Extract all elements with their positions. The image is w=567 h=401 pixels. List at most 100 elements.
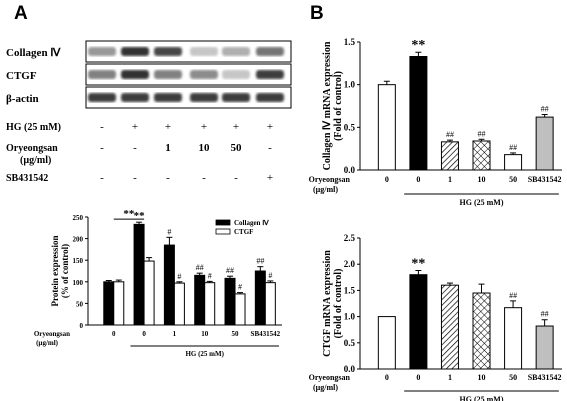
significance-mark: ## — [509, 143, 517, 152]
x-tick-label: 0 — [142, 330, 146, 338]
condition-value: + — [165, 121, 171, 133]
bar — [504, 307, 523, 370]
x-tick-label: SB431542 — [528, 175, 562, 184]
y-tick-label: 150 — [73, 257, 84, 265]
legend-swatch — [215, 219, 231, 226]
x-row-label: Oryeongsan — [34, 330, 70, 338]
blot-band — [121, 93, 149, 102]
x-tick-label: 1 — [448, 175, 452, 184]
x-tick-label: 10 — [201, 330, 209, 338]
significance-mark: ## — [256, 257, 264, 266]
condition-value: 50 — [231, 142, 243, 154]
y-tick-label: 1.5 — [344, 285, 356, 295]
x-tick-label: 50 — [232, 330, 240, 338]
y-tick-label: 0.5 — [344, 122, 356, 132]
x-tick-label: 10 — [478, 175, 486, 184]
significance-mark: ** — [411, 38, 425, 53]
significance-mark: # — [268, 271, 272, 280]
bar — [409, 56, 428, 171]
y-tick-label: 1.0 — [344, 80, 356, 90]
bar — [254, 270, 266, 326]
blot-band — [190, 93, 218, 102]
condition-value: - — [202, 172, 206, 184]
y-axis-label-unit: (Fold of control) — [333, 269, 344, 339]
blot-band — [88, 70, 116, 79]
significance-mark: ## — [446, 130, 454, 139]
group-label: HG (25 mM) — [185, 350, 224, 358]
significance-mark: # — [238, 283, 242, 292]
condition-value: 10 — [199, 142, 211, 154]
condition-value: - — [166, 172, 170, 184]
condition-value: - — [100, 142, 104, 154]
x-tick-label: 0 — [385, 175, 389, 184]
y-tick-label: 2.0 — [344, 259, 356, 269]
significance-mark: ## — [478, 129, 486, 138]
blot-band — [154, 93, 182, 102]
blot-frame — [85, 40, 292, 63]
y-tick-label: 2.5 — [344, 233, 356, 243]
condition-value: 1 — [165, 142, 171, 154]
blot-band — [256, 70, 284, 79]
y-tick-label: 250 — [73, 214, 84, 222]
blot-band — [190, 70, 218, 79]
blot-band — [154, 47, 182, 56]
condition-value: + — [132, 121, 138, 133]
y-axis-label-unit: (Fold of control) — [333, 71, 344, 141]
condition-value: - — [234, 172, 238, 184]
bar — [377, 84, 396, 171]
bar — [194, 274, 206, 326]
y-tick-label: 200 — [73, 236, 84, 244]
y-axis-label: Protein expression — [50, 236, 60, 307]
bar — [143, 260, 155, 326]
condition-value: - — [268, 142, 272, 154]
x-tick-label: 0 — [416, 373, 420, 382]
western-blot: Collagen Ⅳ CTGF β-actin HG (25 mM) - + + + + + Ory… — [6, 40, 292, 184]
blot-frame — [85, 63, 292, 86]
y-tick-label: 1.5 — [344, 37, 356, 47]
blot-row-label: Collagen Ⅳ — [6, 47, 61, 59]
group-label: HG (25 mM) — [460, 395, 504, 401]
bar — [173, 282, 185, 326]
significance-mark: ## — [509, 291, 517, 300]
x-row-label: Oryeongsan — [309, 373, 351, 382]
legend-swatch — [215, 228, 231, 235]
bar — [133, 223, 145, 326]
significance-mark: # — [177, 272, 181, 281]
y-tick-label: 1.0 — [344, 312, 356, 322]
bar — [113, 281, 125, 326]
panel-label-a: A — [14, 3, 28, 24]
condition-label: SB431542 — [6, 173, 48, 184]
x-tick-label: SB431542 — [251, 330, 281, 338]
y-tick-label: 0 — [80, 322, 84, 330]
y-tick-label: 100 — [73, 279, 84, 287]
blot-band — [190, 47, 218, 56]
significance-mark: # — [208, 271, 212, 280]
significance-mark: ** — [411, 256, 425, 271]
condition-value: + — [267, 121, 273, 133]
x-tick-label: 50 — [509, 373, 517, 382]
condition-value: - — [100, 172, 104, 184]
x-tick-label: 10 — [478, 373, 486, 382]
bar — [204, 282, 216, 326]
y-axis-label-unit: (% of control) — [60, 244, 70, 298]
x-row-label: Oryeongsan — [309, 175, 351, 184]
bar — [472, 292, 491, 370]
collagen-mrna-chart: 0.0 0.5 1.0 1.5 Collagen Ⅳ mRNA expression (F… — [309, 37, 562, 207]
blot-band — [121, 47, 149, 56]
x-row-unit: (µg/ml) — [313, 383, 338, 392]
blot-band — [256, 93, 284, 102]
significance-mark: ## — [541, 105, 549, 114]
significance-mark: # — [167, 227, 171, 236]
bar — [409, 274, 428, 370]
blot-frame — [85, 86, 292, 109]
legend-label: Collagen Ⅳ — [234, 219, 269, 227]
x-row-unit: (µg/ml) — [36, 339, 59, 347]
condition-value: + — [233, 121, 239, 133]
ctgf-mrna-chart: 0.0 0.5 1.0 1.5 2.0 2.5 CTGF mRNA expression (F… — [309, 233, 562, 401]
bar — [440, 284, 459, 370]
x-row-unit: (µg/ml) — [313, 185, 338, 194]
x-tick-label: 0 — [416, 175, 420, 184]
y-axis-label: CTGF mRNA expression — [322, 250, 333, 357]
blot-band — [88, 93, 116, 102]
